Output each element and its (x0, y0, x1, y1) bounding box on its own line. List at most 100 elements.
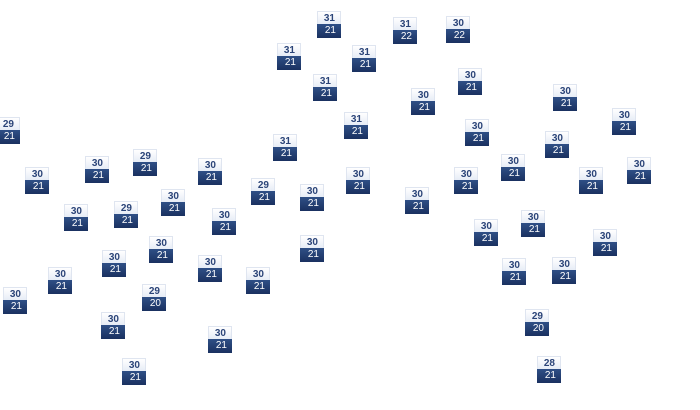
low-temperature: 21 (521, 223, 545, 237)
low-temperature: 21 (114, 214, 138, 228)
weather-marker[interactable]: 30 21 (411, 88, 435, 115)
weather-marker[interactable]: 30 21 (85, 156, 109, 183)
low-temperature: 21 (501, 167, 525, 181)
weather-marker[interactable]: 30 22 (446, 16, 470, 43)
weather-marker[interactable]: 30 21 (149, 236, 173, 263)
low-temperature: 21 (405, 200, 429, 214)
weather-marker[interactable]: 31 22 (393, 17, 417, 44)
weather-marker[interactable]: 30 21 (521, 210, 545, 237)
weather-marker[interactable]: 30 21 (212, 208, 236, 235)
low-temperature: 21 (3, 300, 27, 314)
weather-marker[interactable]: 30 21 (101, 312, 125, 339)
weather-marker[interactable]: 30 21 (48, 267, 72, 294)
weather-marker[interactable]: 30 21 (579, 167, 603, 194)
low-temperature: 21 (48, 280, 72, 294)
weather-marker[interactable]: 30 21 (474, 219, 498, 246)
high-temperature: 30 (3, 287, 27, 300)
high-temperature: 30 (465, 119, 489, 132)
weather-marker[interactable]: 30 21 (208, 326, 232, 353)
weather-marker[interactable]: 30 21 (198, 158, 222, 185)
weather-marker[interactable]: 30 21 (198, 255, 222, 282)
low-temperature: 21 (502, 271, 526, 285)
high-temperature: 30 (64, 204, 88, 217)
high-temperature: 30 (102, 250, 126, 263)
weather-marker[interactable]: 31 21 (344, 112, 368, 139)
weather-marker[interactable]: 29 21 (133, 149, 157, 176)
weather-marker[interactable]: 30 21 (552, 257, 576, 284)
weather-marker[interactable]: 30 21 (3, 287, 27, 314)
high-temperature: 30 (198, 158, 222, 171)
weather-marker[interactable]: 30 21 (627, 157, 651, 184)
weather-marker[interactable]: 30 21 (102, 250, 126, 277)
weather-marker[interactable]: 30 21 (246, 267, 270, 294)
weather-marker[interactable]: 30 21 (501, 154, 525, 181)
weather-marker[interactable]: 30 21 (405, 187, 429, 214)
low-temperature: 21 (593, 242, 617, 256)
weather-marker[interactable]: 29 20 (142, 284, 166, 311)
weather-marker[interactable]: 30 21 (545, 131, 569, 158)
weather-marker[interactable]: 30 21 (593, 229, 617, 256)
low-temperature: 21 (161, 202, 185, 216)
high-temperature: 30 (521, 210, 545, 223)
low-temperature: 21 (208, 339, 232, 353)
weather-marker[interactable]: 30 21 (346, 167, 370, 194)
weather-marker[interactable]: 30 21 (612, 108, 636, 135)
low-temperature: 21 (101, 325, 125, 339)
low-temperature: 21 (64, 217, 88, 231)
high-temperature: 30 (502, 258, 526, 271)
high-temperature: 30 (446, 16, 470, 29)
high-temperature: 31 (313, 74, 337, 87)
weather-marker[interactable]: 31 21 (352, 45, 376, 72)
high-temperature: 29 (525, 309, 549, 322)
weather-marker[interactable]: 28 21 (537, 356, 561, 383)
weather-marker[interactable]: 30 21 (300, 235, 324, 262)
weather-marker[interactable]: 31 21 (277, 43, 301, 70)
weather-marker[interactable]: 30 21 (64, 204, 88, 231)
weather-marker[interactable]: 30 21 (122, 358, 146, 385)
low-temperature: 20 (525, 322, 549, 336)
weather-marker[interactable]: 30 21 (458, 68, 482, 95)
high-temperature: 30 (612, 108, 636, 121)
weather-marker[interactable]: 30 21 (300, 184, 324, 211)
weather-marker[interactable]: 29 21 (251, 178, 275, 205)
low-temperature: 22 (393, 30, 417, 44)
weather-marker[interactable]: 30 21 (454, 167, 478, 194)
low-temperature: 21 (579, 180, 603, 194)
high-temperature: 30 (300, 184, 324, 197)
weather-marker[interactable]: 29 21 (114, 201, 138, 228)
low-temperature: 20 (142, 297, 166, 311)
high-temperature: 31 (352, 45, 376, 58)
weather-marker[interactable]: 30 21 (465, 119, 489, 146)
high-temperature: 31 (317, 11, 341, 24)
weather-marker[interactable]: 30 21 (161, 189, 185, 216)
high-temperature: 30 (48, 267, 72, 280)
weather-marker[interactable]: 30 21 (25, 167, 49, 194)
low-temperature: 21 (212, 221, 236, 235)
low-temperature: 21 (313, 87, 337, 101)
high-temperature: 30 (122, 358, 146, 371)
weather-marker[interactable]: 30 21 (553, 84, 577, 111)
high-temperature: 30 (208, 326, 232, 339)
high-temperature: 30 (149, 236, 173, 249)
low-temperature: 21 (552, 270, 576, 284)
low-temperature: 21 (251, 191, 275, 205)
high-temperature: 30 (161, 189, 185, 202)
weather-marker[interactable]: 31 21 (273, 134, 297, 161)
weather-marker[interactable]: 31 21 (313, 74, 337, 101)
low-temperature: 21 (537, 369, 561, 383)
high-temperature: 30 (501, 154, 525, 167)
low-temperature: 21 (0, 130, 20, 144)
low-temperature: 21 (85, 169, 109, 183)
high-temperature: 30 (411, 88, 435, 101)
weather-marker[interactable]: 29 21 (0, 117, 20, 144)
high-temperature: 30 (101, 312, 125, 325)
high-temperature: 29 (251, 178, 275, 191)
weather-marker[interactable]: 30 21 (502, 258, 526, 285)
low-temperature: 21 (273, 147, 297, 161)
high-temperature: 30 (553, 84, 577, 97)
weather-marker[interactable]: 31 21 (317, 11, 341, 38)
low-temperature: 21 (627, 170, 651, 184)
low-temperature: 21 (545, 144, 569, 158)
high-temperature: 30 (212, 208, 236, 221)
weather-marker[interactable]: 29 20 (525, 309, 549, 336)
